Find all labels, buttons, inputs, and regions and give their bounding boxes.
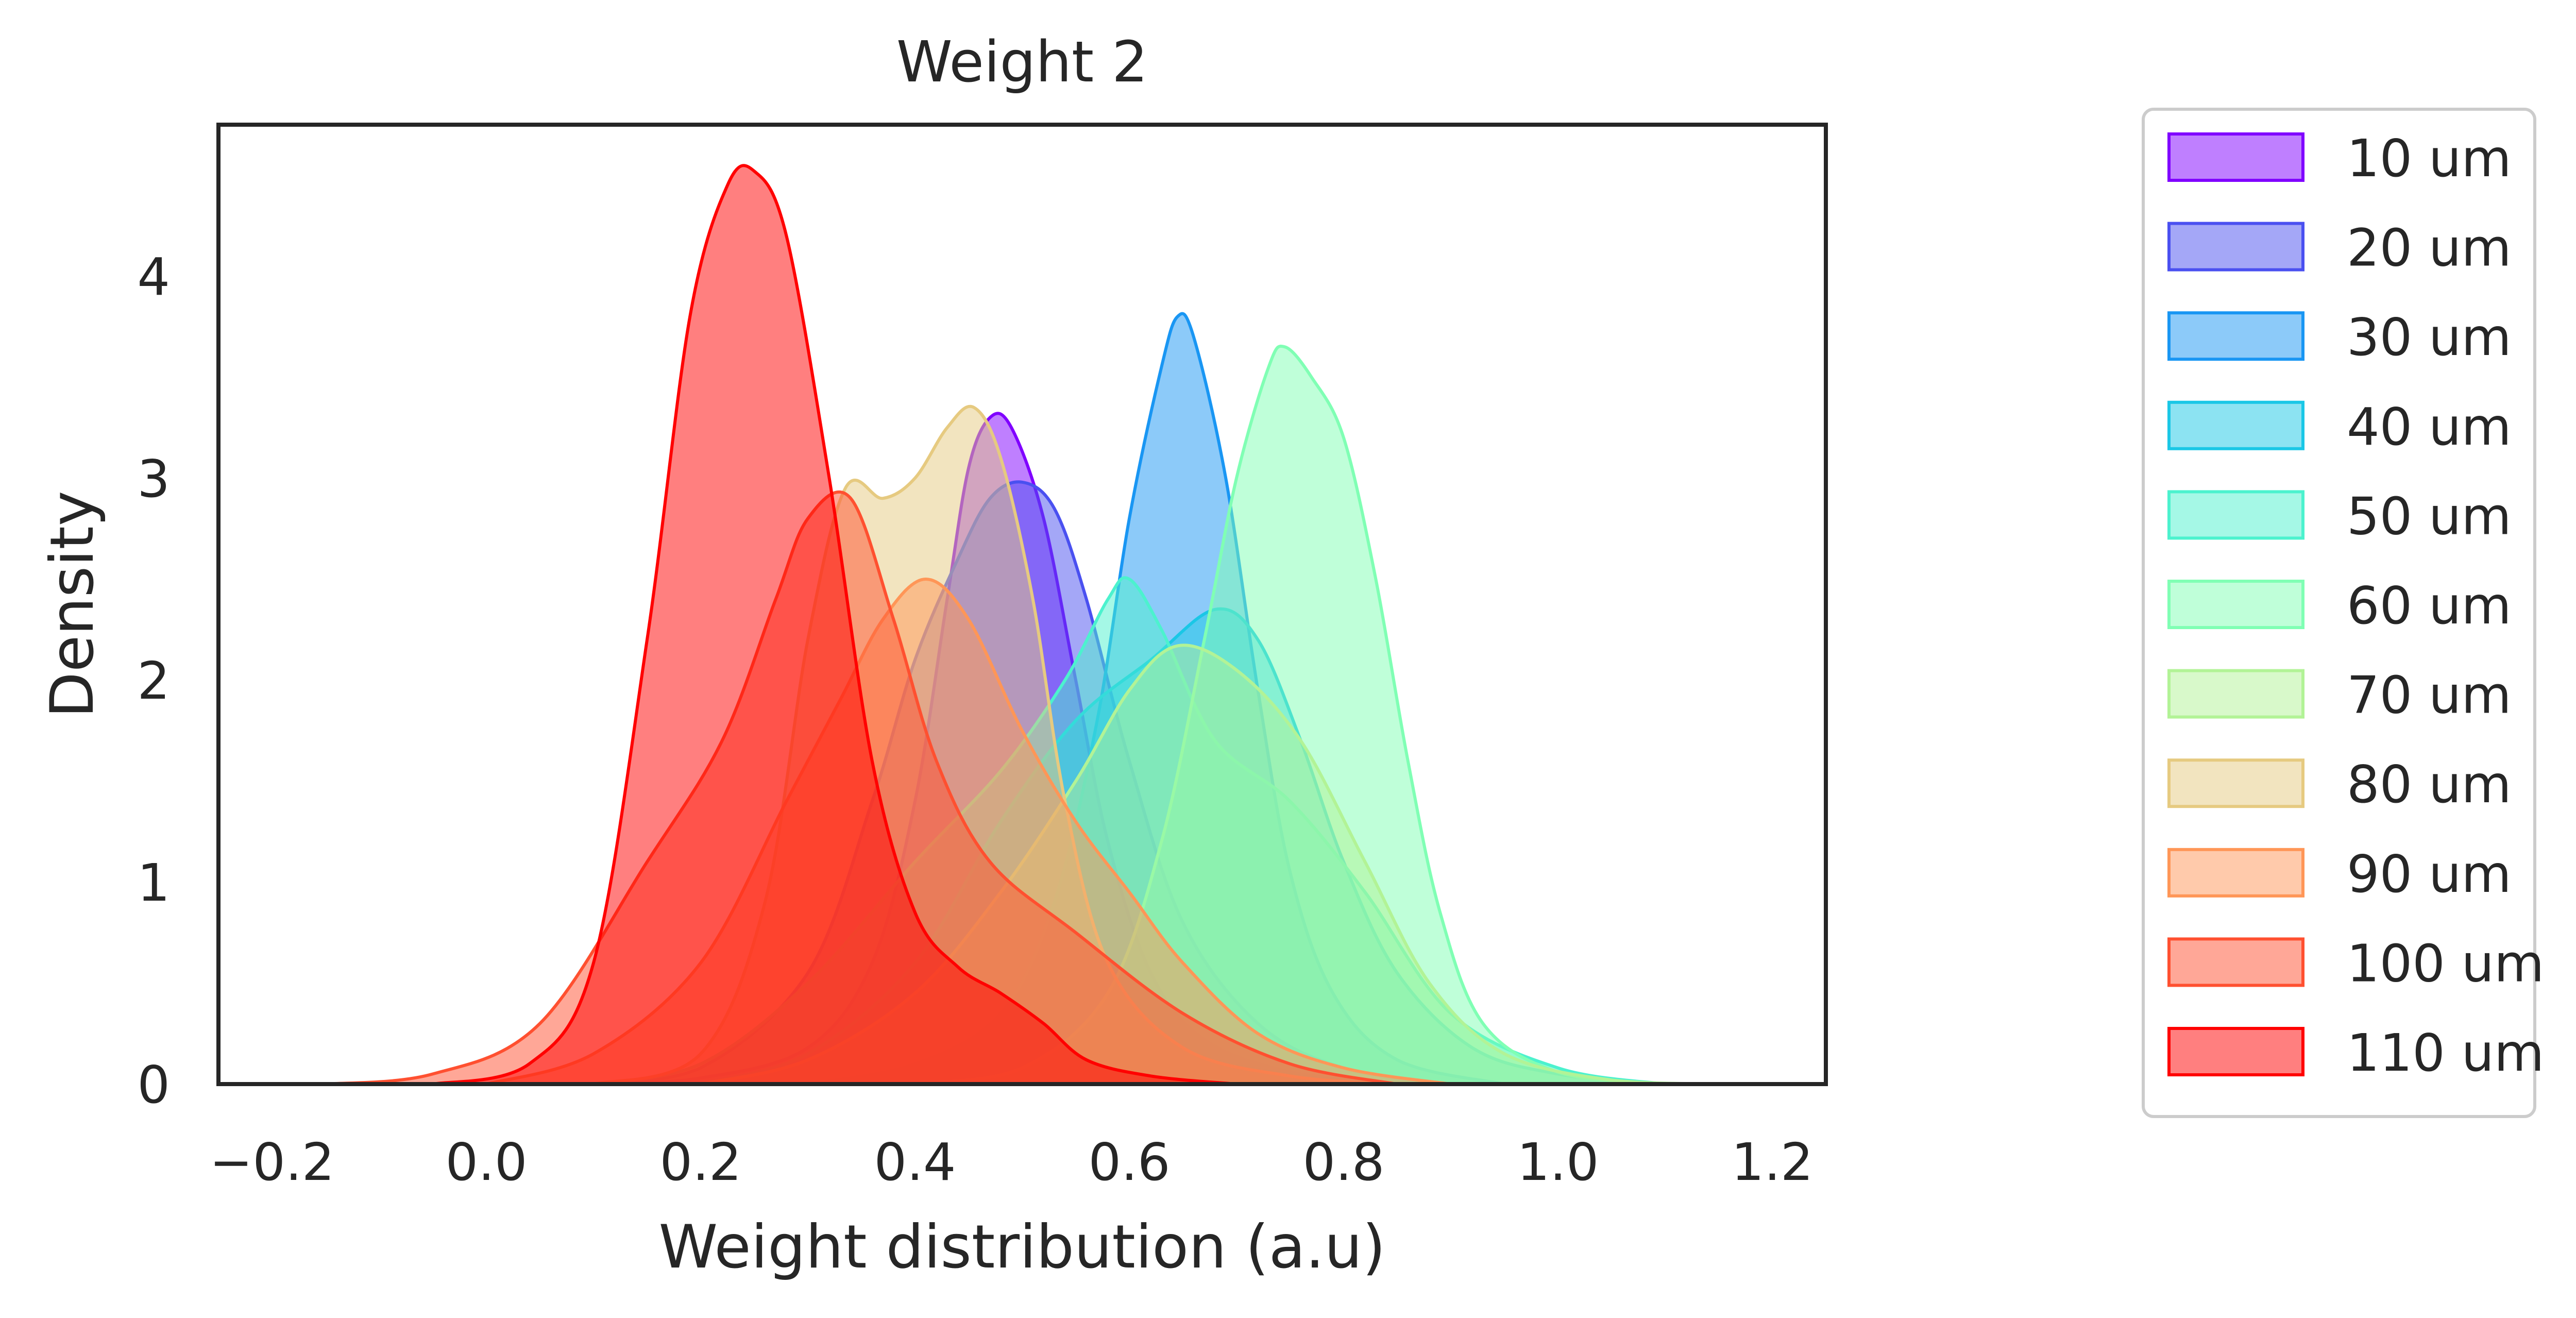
plot-area <box>325 164 1719 1084</box>
density-line-10 <box>325 490 1398 1084</box>
density-area-6 <box>915 346 1665 1084</box>
legend-label: 110 um <box>2347 1023 2544 1083</box>
legend-swatch <box>2167 132 2304 182</box>
density-area-11 <box>433 165 1236 1084</box>
x-tick-label: 1.2 <box>1731 1132 1813 1192</box>
y-tick-label: 3 <box>137 449 170 509</box>
x-tick-label: −0.2 <box>210 1132 335 1192</box>
legend-swatch <box>2167 580 2304 629</box>
legend-item: 70 um <box>2167 665 2512 725</box>
legend-item: 10 um <box>2167 128 2512 189</box>
legend-swatch <box>2167 937 2304 987</box>
legend-item: 30 um <box>2167 307 2512 367</box>
legend-swatch <box>2167 311 2304 361</box>
legend-swatch <box>2167 669 2304 719</box>
y-tick-label: 2 <box>137 651 170 711</box>
legend-swatch <box>2167 758 2304 808</box>
legend-swatch <box>2167 222 2304 272</box>
plot-frame <box>216 123 1828 1086</box>
legend-item: 110 um <box>2167 1023 2544 1083</box>
legend-item: 80 um <box>2167 754 2512 815</box>
x-tick-label: 0.6 <box>1088 1132 1170 1192</box>
legend-label: 60 um <box>2347 576 2512 636</box>
legend-label: 90 um <box>2347 844 2512 904</box>
legend-item: 60 um <box>2167 576 2512 636</box>
legend-swatch <box>2167 400 2304 450</box>
density-line-11 <box>432 164 1237 1084</box>
legend-label: 100 um <box>2347 933 2544 993</box>
legend-item: 90 um <box>2167 844 2512 904</box>
x-tick-label: 0.0 <box>445 1132 527 1192</box>
legend-label: 40 um <box>2347 397 2512 457</box>
x-tick-label: 0.8 <box>1302 1132 1384 1192</box>
legend-label: 50 um <box>2347 486 2512 546</box>
legend-item: 100 um <box>2167 933 2544 993</box>
x-tick-label: 0.2 <box>659 1132 741 1192</box>
legend-item: 20 um <box>2167 218 2512 278</box>
y-tick-label: 0 <box>137 1055 170 1115</box>
legend: 10 um 20 um 30 um 40 um 50 um 60 um 70 um 80 um… <box>2142 108 2544 1118</box>
chart-title: Weight 2 <box>896 29 1148 95</box>
legend-swatch <box>2167 490 2304 540</box>
y-axis-ticks: 0 1 2 3 4 <box>137 247 170 1115</box>
y-tick-label: 4 <box>137 247 170 307</box>
legend-item: 50 um <box>2167 486 2512 546</box>
legend-swatch <box>2167 848 2304 898</box>
x-axis-label: Weight distribution (a.u) <box>659 1212 1386 1282</box>
legend-label: 70 um <box>2347 665 2512 725</box>
legend-label: 30 um <box>2347 307 2512 367</box>
legend-item: 40 um <box>2167 397 2512 457</box>
x-tick-label: 0.4 <box>874 1132 956 1192</box>
x-axis-ticks: −0.2 0.0 0.2 0.4 0.6 0.8 1.0 1.2 <box>210 1132 1814 1192</box>
x-tick-label: 1.0 <box>1517 1132 1599 1192</box>
legend-label: 20 um <box>2347 218 2512 278</box>
y-axis-label: Density <box>38 491 107 718</box>
legend-label: 80 um <box>2347 754 2512 815</box>
legend-label: 10 um <box>2347 128 2512 189</box>
y-tick-label: 1 <box>137 853 170 913</box>
legend-swatch <box>2167 1027 2304 1076</box>
series-11 <box>432 164 1237 1084</box>
